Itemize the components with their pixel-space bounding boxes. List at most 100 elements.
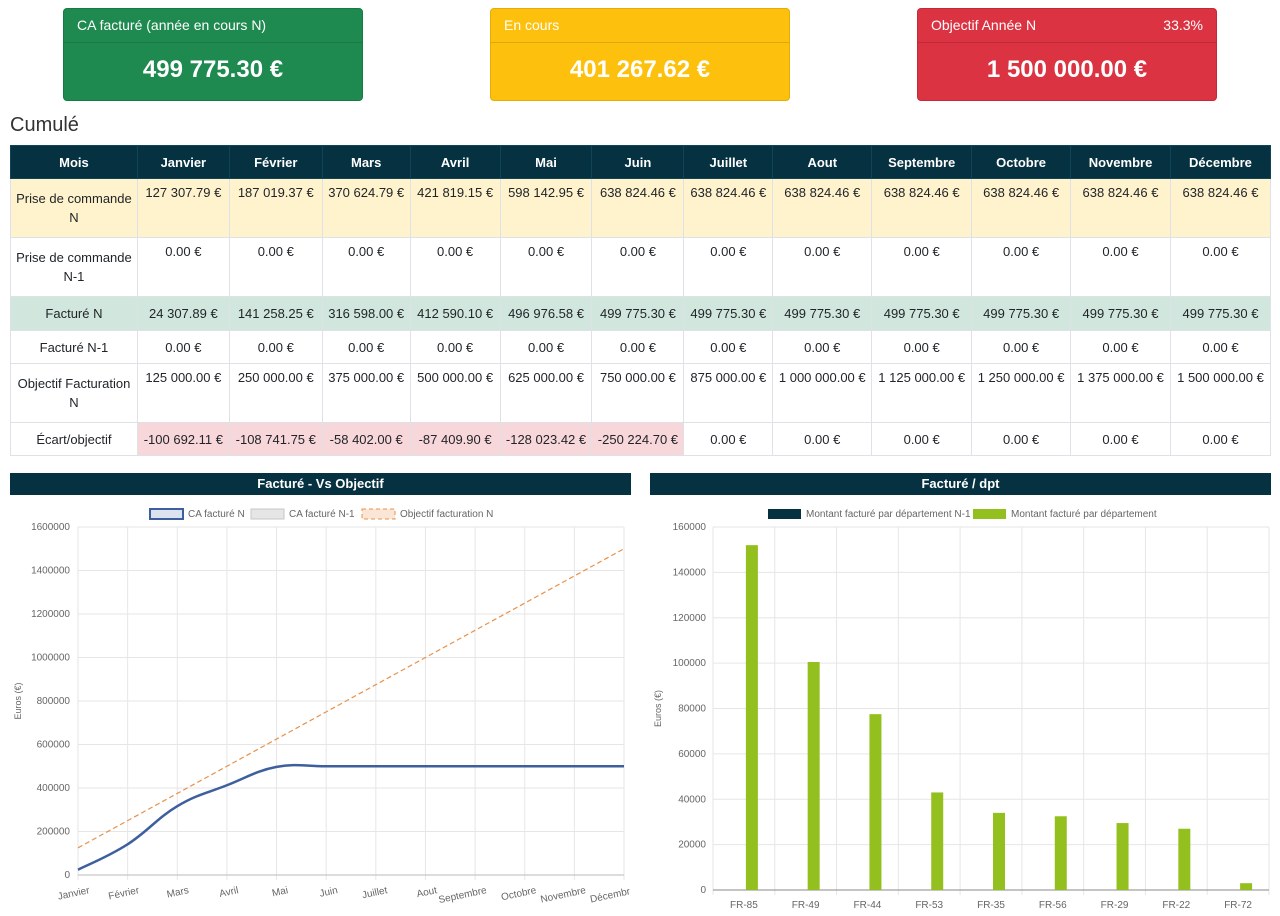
table-cell: 0.00 €: [136, 330, 230, 364]
y-tick-label: 1200000: [31, 609, 70, 620]
table-cell: 875 000.00 €: [683, 363, 774, 423]
table-cell: 0.00 €: [409, 330, 501, 364]
table-row: Facturé N-1 0.00 € 0.00 € 0.00 € 0.00 € …: [10, 330, 1272, 364]
table-cell: 0.00 €: [1070, 422, 1171, 456]
y-tick-label: 40000: [678, 794, 706, 805]
x-tick-label: Mai: [271, 885, 289, 899]
x-tick-label: Septembre: [438, 885, 489, 906]
kpi-card-ca-facture: CA facturé (année en cours N) 499 775.30…: [63, 8, 363, 101]
x-tick-label: Février: [108, 885, 141, 902]
bar-chart-title: Facturé / dpt: [650, 473, 1271, 495]
table-cell: 316 598.00 €: [321, 296, 411, 331]
x-tick-label: Janvier: [57, 885, 91, 903]
legend-label: Objectif facturation N: [400, 509, 493, 520]
x-tick-label: Octobre: [500, 885, 538, 903]
x-tick-label: Avril: [218, 885, 239, 900]
x-tick-label: FR-56: [1039, 900, 1067, 911]
column-header: Juillet: [683, 145, 774, 179]
y-tick-label: 20000: [678, 840, 706, 851]
table-cell: 638 824.46 €: [971, 178, 1072, 238]
kpi-card-header: Objectif Année N 33.3%: [918, 9, 1216, 43]
y-tick-label: 160000: [673, 522, 707, 533]
y-tick-label: 0: [700, 885, 706, 896]
x-tick-label: FR-53: [915, 900, 943, 911]
kpi-card-title: Objectif Année N: [931, 17, 1037, 33]
table-cell: 499 775.30 €: [971, 296, 1072, 331]
legend-swatch: [250, 508, 285, 520]
series-line-objectif: [77, 548, 625, 849]
table-cell: -250 224.70 €: [591, 422, 685, 456]
table-cell: 0.00 €: [683, 330, 774, 364]
column-header: Février: [228, 145, 323, 179]
table-row: Écart/objectif -100 692.11 € -108 741.75…: [10, 422, 1272, 456]
table-cell: 0.00 €: [228, 237, 323, 297]
kpi-card-header: En cours: [491, 9, 789, 43]
x-tick-label: FR-49: [792, 900, 820, 911]
table-cell: 499 775.30 €: [1070, 296, 1171, 331]
kpi-card-en-cours: En cours 401 267.62 €: [490, 8, 790, 101]
row-label: Facturé N-1: [10, 330, 138, 364]
kpi-card-objectif: Objectif Année N 33.3% 1 500 000.00 €: [917, 8, 1217, 101]
column-header: Mois: [10, 145, 138, 179]
bar: [869, 714, 882, 890]
column-header: Octobre: [971, 145, 1072, 179]
table-cell: 0.00 €: [683, 422, 774, 456]
column-header: Janvier: [136, 145, 230, 179]
table-cell: 0.00 €: [772, 422, 873, 456]
y-tick-label: 1600000: [31, 522, 70, 533]
table-cell: 250 000.00 €: [228, 363, 323, 423]
table-cell: 0.00 €: [321, 237, 411, 297]
series-line-ca-facture-n: [77, 763, 624, 871]
bar: [745, 545, 758, 890]
kpi-card-header: CA facturé (année en cours N): [64, 9, 362, 43]
table-cell: 1 375 000.00 €: [1070, 363, 1171, 423]
x-tick-label: FR-85: [730, 900, 758, 911]
x-tick-label: Mars: [166, 885, 190, 900]
x-tick-label: FR-22: [1162, 900, 1190, 911]
table-cell: 638 824.46 €: [591, 178, 685, 238]
table-row: Prise de commande N-1 0.00 € 0.00 € 0.00…: [10, 237, 1272, 297]
table-cell: 0.00 €: [1070, 330, 1171, 364]
table-cell: 0.00 €: [136, 237, 230, 297]
y-tick-label: 200000: [37, 827, 71, 838]
kpi-card-value: 1 500 000.00 €: [986, 56, 1148, 83]
row-label: Prise de commande N-1: [10, 237, 138, 297]
table-cell: 141 258.25 €: [228, 296, 323, 331]
table-cell: 412 590.10 €: [409, 296, 501, 331]
table-cell: 638 824.46 €: [1169, 178, 1272, 238]
column-header: Mai: [499, 145, 593, 179]
table-cell: 0.00 €: [1169, 237, 1272, 297]
table-cell: 0.00 €: [971, 330, 1072, 364]
table-cell: 0.00 €: [772, 330, 873, 364]
table-cell: 187 019.37 €: [228, 178, 323, 238]
row-label: Prise de commande N: [10, 178, 138, 238]
row-label: Objectif Facturation N: [10, 363, 138, 423]
table-cell: 625 000.00 €: [499, 363, 593, 423]
x-tick-label: FR-72: [1224, 900, 1252, 911]
table-cell: -87 409.90 €: [409, 422, 501, 456]
bar: [807, 661, 820, 890]
y-tick-label: 0: [64, 870, 70, 881]
y-axis-label: Euros (€): [13, 682, 23, 719]
table-cell: 638 824.46 €: [683, 178, 774, 238]
table-row: Prise de commande N 127 307.79 € 187 019…: [10, 178, 1272, 238]
x-tick-label: FR-35: [977, 900, 1005, 911]
y-tick-label: 400000: [37, 783, 71, 794]
table-row: Objectif Facturation N 125 000.00 € 250 …: [10, 363, 1272, 423]
table-cell: 0.00 €: [499, 330, 593, 364]
row-label: Facturé N: [10, 296, 138, 331]
x-tick-label: Juin: [319, 885, 339, 900]
cumul-table: Mois Janvier Février Mars Avril Mai Juin…: [10, 145, 1272, 456]
line-chart: CA facturé N CA facturé N-1 Objectif factu…: [13, 508, 630, 906]
table-cell: 0.00 €: [971, 422, 1072, 456]
column-header: Avril: [409, 145, 501, 179]
column-header: Décembre: [1169, 145, 1272, 179]
section-title: Cumulé: [10, 114, 79, 136]
table-cell: 500 000.00 €: [409, 363, 501, 423]
table-cell: 0.00 €: [591, 330, 685, 364]
column-header: Juin: [591, 145, 685, 179]
table-cell: 0.00 €: [772, 237, 873, 297]
y-axis-label: Euros (€): [653, 690, 663, 727]
y-tick-label: 80000: [678, 704, 706, 715]
column-header: Septembre: [871, 145, 973, 179]
